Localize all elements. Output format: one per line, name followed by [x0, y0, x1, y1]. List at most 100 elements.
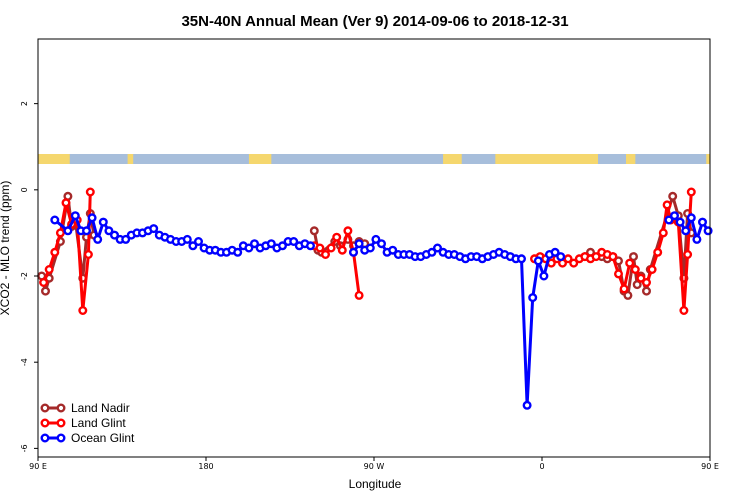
legend-swatch-marker — [40, 433, 50, 443]
data-point-ocean-glint — [182, 234, 192, 244]
data-point-ocean-glint — [50, 215, 60, 225]
data-point-land-glint — [326, 243, 336, 253]
legend-swatch-marker — [56, 433, 66, 443]
data-point-ocean-glint — [149, 224, 159, 234]
legend-swatch-marker — [56, 418, 66, 428]
x-tick-label: 90 E — [29, 462, 47, 471]
y-axis-label: XCO2 - MLO trend (ppm) — [0, 181, 12, 316]
data-point-land-glint — [50, 247, 60, 257]
data-point-land-glint — [662, 200, 672, 210]
data-point-ocean-glint — [188, 241, 198, 251]
data-point-ocean-glint — [681, 226, 691, 236]
series-layer — [37, 187, 713, 410]
data-point-ocean-glint — [686, 213, 696, 223]
data-point-land-glint — [321, 249, 331, 259]
data-point-land-glint — [608, 252, 618, 262]
x-tick-label: 0 — [539, 462, 544, 471]
data-point-ocean-glint — [289, 236, 299, 246]
data-point-land-nadir — [41, 286, 51, 296]
data-point-land-glint — [332, 232, 342, 242]
data-point-land-glint — [343, 226, 353, 236]
data-point-ocean-glint — [63, 226, 73, 236]
data-point-land-nadir — [623, 290, 633, 300]
data-point-ocean-glint — [522, 400, 532, 410]
y-tick-label: -4 — [20, 358, 29, 366]
data-point-ocean-glint — [427, 247, 437, 257]
data-point-land-glint — [647, 265, 657, 275]
x-tick-label: 90 E — [701, 462, 719, 471]
data-point-land-glint — [591, 252, 601, 262]
data-point-ocean-glint — [433, 243, 443, 253]
x-tick-label: 90 W — [364, 462, 385, 471]
data-point-ocean-glint — [244, 243, 254, 253]
data-point-ocean-glint — [698, 217, 708, 227]
legend-item-ocean-glint: Ocean Glint — [40, 431, 135, 445]
data-point-land-glint — [563, 254, 573, 264]
data-point-land-nadir — [629, 252, 639, 262]
data-point-ocean-glint — [675, 217, 685, 227]
data-point-ocean-glint — [528, 293, 538, 303]
legend-label: Land Nadir — [71, 401, 130, 415]
data-point-land-glint — [653, 247, 663, 257]
data-point-ocean-glint — [371, 234, 381, 244]
data-point-ocean-glint — [104, 226, 114, 236]
data-point-ocean-glint — [266, 239, 276, 249]
data-point-ocean-glint — [93, 234, 103, 244]
data-point-ocean-glint — [533, 256, 543, 266]
data-point-ocean-glint — [109, 230, 119, 240]
data-point-land-glint — [354, 290, 364, 300]
data-point-ocean-glint — [670, 211, 680, 221]
data-point-ocean-glint — [70, 211, 80, 221]
data-point-ocean-glint — [98, 217, 108, 227]
series-line-land-glint — [42, 191, 92, 312]
data-point-ocean-glint — [517, 254, 527, 264]
data-point-land-glint — [679, 306, 689, 316]
data-point-land-glint — [636, 273, 646, 283]
data-point-land-glint — [83, 249, 93, 259]
y-tick-label: -2 — [20, 272, 29, 280]
land-band — [495, 154, 598, 164]
y-tick-label: 2 — [20, 101, 29, 106]
data-point-land-nadir — [668, 191, 678, 201]
data-point-ocean-glint — [121, 234, 131, 244]
data-point-land-glint — [85, 187, 95, 197]
y-tick-label: 0 — [20, 187, 29, 192]
data-point-land-glint — [61, 198, 71, 208]
land-band — [626, 154, 636, 164]
data-point-ocean-glint — [556, 252, 566, 262]
x-axis: 90 E 180 90 W 0 90 E — [29, 457, 719, 471]
legend-item-land-glint: Land Glint — [40, 416, 126, 430]
land-band — [127, 154, 134, 164]
y-axis: 2 0 -2 -4 -6 — [20, 101, 38, 452]
data-point-ocean-glint — [388, 245, 398, 255]
data-point-ocean-glint — [249, 239, 259, 249]
chart-title: 35N-40N Annual Mean (Ver 9) 2014-09-06 t… — [181, 13, 568, 30]
data-point-land-glint — [630, 265, 640, 275]
data-point-land-glint — [619, 284, 629, 294]
data-point-ocean-glint — [664, 215, 674, 225]
series-ocean-glint — [50, 211, 713, 410]
legend-swatch-marker — [40, 403, 50, 413]
data-point-ocean-glint — [550, 247, 560, 257]
data-point-land-glint — [686, 187, 696, 197]
data-point-ocean-glint — [306, 241, 316, 251]
data-point-ocean-glint — [193, 236, 203, 246]
legend-item-land-nadir: Land Nadir — [40, 401, 130, 415]
x-axis-label: Longitude — [349, 477, 402, 491]
data-point-ocean-glint — [81, 226, 91, 236]
data-point-ocean-glint — [377, 239, 387, 249]
data-point-ocean-glint — [354, 239, 364, 249]
data-point-ocean-glint — [87, 213, 97, 223]
data-point-land-glint — [614, 269, 624, 279]
data-point-ocean-glint — [233, 247, 243, 257]
y-tick-label: -6 — [20, 444, 29, 452]
data-point-land-glint — [337, 245, 347, 255]
data-point-land-glint — [78, 306, 88, 316]
data-point-land-nadir — [632, 280, 642, 290]
land-band — [38, 154, 70, 164]
land-band — [248, 154, 272, 164]
data-point-land-glint — [683, 249, 693, 259]
data-point-land-glint — [625, 258, 635, 268]
data-point-land-glint — [658, 228, 668, 238]
